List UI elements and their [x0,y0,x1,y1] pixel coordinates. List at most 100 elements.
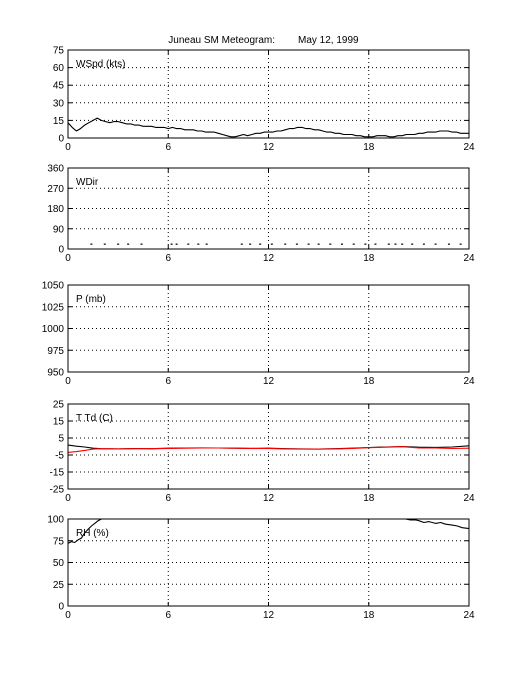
temperature-dewpoint-y-tick-label: 25 [53,400,65,411]
wind-speed-x-tick-label: 18 [363,142,375,153]
wind-direction-axes-frame [67,167,470,250]
relative-humidity-series-line-1 [67,518,102,544]
title-date: May 12, 1999 [298,35,359,46]
wind-speed-y-tick-label: 45 [53,81,65,92]
wind-direction-y-tick-label: 360 [47,164,64,175]
pressure-y-tick-label: 950 [47,368,64,379]
wind-speed-x-tick-label: 24 [463,142,475,153]
wind-direction-point [422,243,425,245]
relative-humidity-series-line-2 [405,518,470,530]
temperature-dewpoint-x-tick-label: 18 [363,493,375,504]
temperature-dewpoint-y-tick-label: -15 [50,468,65,479]
pressure-y-tick-label: 1050 [42,281,65,292]
wind-speed-y-tick-label: 75 [53,46,65,57]
wind-speed-x-tick-label: 6 [165,142,171,153]
pressure-x-tick-label: 12 [263,376,275,387]
wind-speed-y-tick-label: 60 [53,63,65,74]
temperature-dewpoint-label: T Td (C) [76,413,113,424]
pressure-y-tick-label: 975 [47,346,64,357]
title-station: Juneau SM Meteogram: [168,35,275,46]
wind-speed-x-tick-label: 0 [65,142,71,153]
temperature-dewpoint-series-line-2 [67,446,470,453]
wind-direction-point [103,243,106,245]
wind-direction-point [295,243,298,245]
temperature-dewpoint-y-tick-label: -5 [55,451,64,462]
wind-speed-x-tick-label: 12 [263,142,275,153]
wind-direction-x-tick-label: 18 [363,253,375,264]
temperature-dewpoint-y-tick-label: 5 [58,434,64,445]
wind-direction-point [341,243,344,245]
pressure-x-tick-label: 0 [65,376,71,387]
relative-humidity-axes-frame [67,518,470,607]
wind-direction-point [187,243,190,245]
temperature-dewpoint-x-tick-label: 0 [65,493,71,504]
relative-humidity-y-tick-label: 0 [58,602,64,613]
pressure-x-tick-label: 18 [363,376,375,387]
temperature-dewpoint-panel: 0 6 12 18 24 -25 -15 -5 5 15 25 T Td (C) [50,400,475,505]
wind-direction-point [117,243,120,245]
wind-direction-point [170,243,173,245]
wind-direction-point [329,243,332,245]
wind-direction-point [205,243,208,245]
relative-humidity-x-tick-label: 18 [363,610,375,621]
relative-humidity-x-tick-label: 24 [463,610,475,621]
wind-direction-x-tick-label: 0 [65,253,71,264]
temperature-dewpoint-x-tick-label: 6 [165,493,171,504]
relative-humidity-x-tick-label: 0 [65,610,71,621]
temperature-dewpoint-axes-frame [67,403,470,490]
wind-direction-point [240,243,243,245]
relative-humidity-y-tick-label: 100 [47,515,64,526]
wind-speed-label: WSpd (kts) [76,59,125,70]
wind-direction-point [434,243,437,245]
temperature-dewpoint-x-tick-label: 24 [463,493,475,504]
relative-humidity-y-tick-label: 50 [53,558,65,569]
wind-direction-point [374,243,377,245]
temperature-dewpoint-y-tick-label: 15 [53,417,65,428]
wind-direction-point [270,243,273,245]
wind-direction-x-tick-label: 12 [263,253,275,264]
pressure-y-tick-label: 1025 [42,302,65,313]
relative-humidity-label: RH (%) [76,528,109,539]
wind-speed-y-tick-label: 15 [53,116,65,127]
wind-direction-point [387,243,390,245]
wind-direction-point [447,243,450,245]
relative-humidity-x-tick-label: 6 [165,610,171,621]
wind-direction-point [259,243,262,245]
pressure-axes-frame [67,284,470,373]
wind-direction-y-tick-label: 90 [53,224,65,235]
wind-direction-point [411,243,414,245]
pressure-panel: 0 6 12 18 24 950 975 1000 1025 1050 P (mb) [42,281,475,388]
temperature-dewpoint-x-tick-label: 12 [263,493,275,504]
wind-speed-y-tick-label: 30 [53,98,65,109]
wind-speed-y-tick-label: 0 [58,134,64,145]
wind-direction-panel: 0 6 12 18 24 0 90 180 270 360 WDir [47,164,475,265]
wind-direction-point [140,243,143,245]
wind-speed-axes-frame [67,49,470,139]
wind-direction-point [364,243,367,245]
wind-direction-y-tick-label: 270 [47,184,64,195]
wind-direction-point [284,243,287,245]
wind-direction-point [394,243,397,245]
wind-direction-point [90,243,93,245]
wind-direction-point [127,243,130,245]
pressure-y-tick-label: 1000 [42,324,65,335]
pressure-x-tick-label: 24 [463,376,475,387]
wind-direction-y-tick-label: 0 [58,245,64,256]
wind-direction-point [352,243,355,245]
wind-speed-panel: 0 6 12 18 24 0 15 30 45 60 75 WSpd (kts) [53,46,475,154]
wind-direction-point [401,243,404,245]
wind-direction-point [249,243,252,245]
relative-humidity-y-tick-label: 75 [53,536,65,547]
wind-direction-point [175,243,178,245]
wind-direction-y-tick-label: 180 [47,204,64,215]
relative-humidity-panel: 0 6 12 18 24 0 25 50 75 100 RH (%) [47,515,475,622]
wind-speed-series-line-1 [67,117,469,138]
wind-direction-x-tick-label: 24 [463,253,475,264]
wind-direction-point [197,243,200,245]
wind-direction-label: WDir [76,177,99,188]
relative-humidity-x-tick-label: 12 [263,610,275,621]
wind-direction-point [459,243,462,245]
wind-direction-x-tick-label: 6 [165,253,171,264]
